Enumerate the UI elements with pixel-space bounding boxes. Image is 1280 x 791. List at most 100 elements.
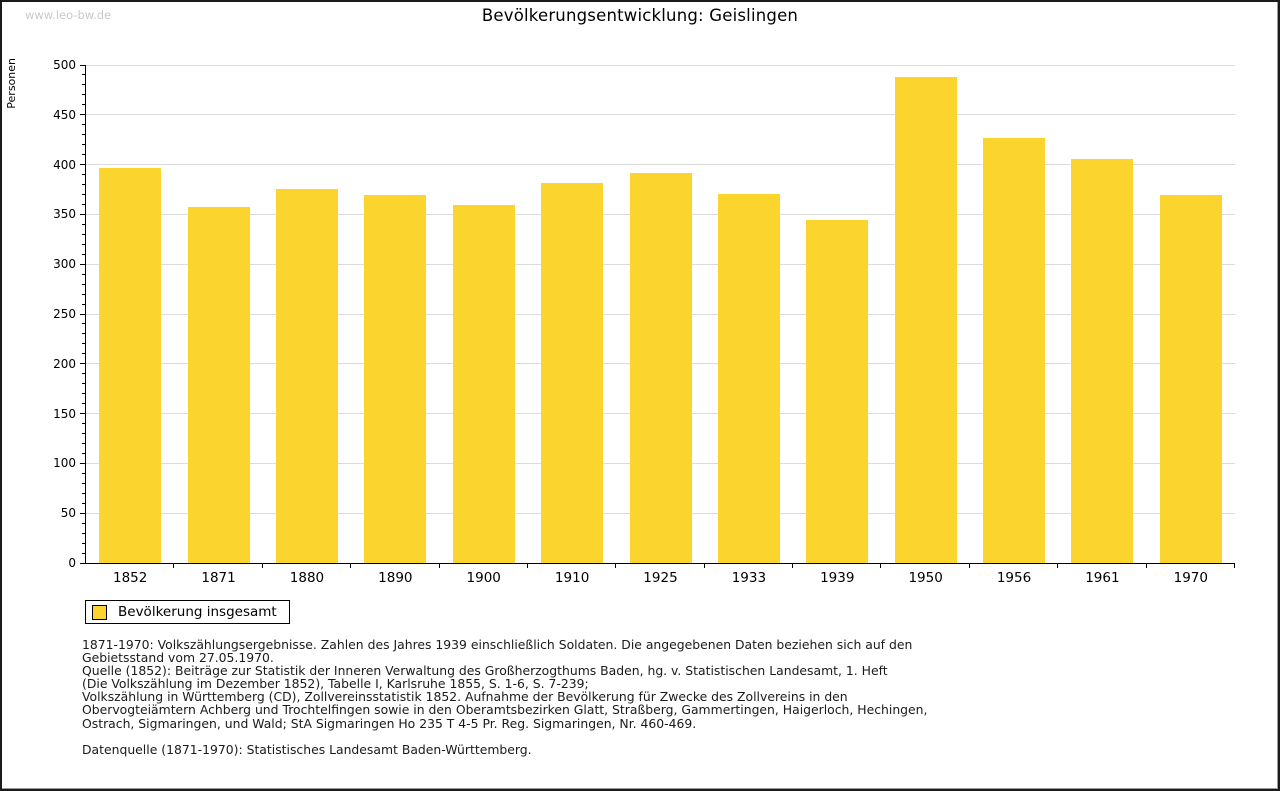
x-label-1900: 1900 — [466, 570, 501, 586]
y-minor-tick-230 — [82, 333, 86, 335]
y-minor-tick-360 — [82, 203, 86, 205]
footnote-line: (Die Volkszählung im Dezember 1852), Tab… — [82, 676, 589, 692]
x-label-1961: 1961 — [1085, 570, 1120, 586]
y-minor-tick-20 — [82, 542, 86, 544]
x-tick-7 — [703, 563, 705, 568]
footnote-block: 1871-1970: Volkszählungsergebnisse. Zahl… — [82, 638, 927, 730]
footnote-line: Quelle (1852): Beiträge zur Statistik de… — [82, 663, 888, 679]
y-minor-tick-10 — [82, 552, 86, 554]
gridline-400 — [86, 164, 1235, 166]
y-minor-tick-340 — [82, 223, 86, 225]
gridline-500 — [86, 64, 1235, 66]
x-label-1956: 1956 — [996, 570, 1032, 586]
datasource-line: Datenquelle (1871-1970): Statistisches L… — [82, 742, 532, 757]
y-minor-tick-390 — [82, 174, 86, 176]
x-label-1933: 1933 — [731, 570, 767, 586]
y-tick-label-200: 200 — [53, 356, 76, 371]
y-minor-tick-470 — [82, 94, 86, 96]
x-label-1852: 1852 — [113, 570, 148, 586]
y-tick-50 — [80, 512, 86, 514]
y-tick-label-450: 450 — [53, 107, 76, 122]
x-label-1880: 1880 — [289, 570, 325, 586]
y-tick-label-0: 0 — [68, 556, 76, 570]
y-minor-tick-280 — [82, 283, 86, 285]
y-minor-tick-160 — [82, 403, 86, 405]
x-tick-8 — [792, 563, 794, 568]
x-label-1925: 1925 — [643, 570, 678, 586]
y-minor-tick-210 — [82, 353, 86, 355]
y-minor-tick-430 — [82, 134, 86, 136]
y-tick-label-100: 100 — [53, 456, 76, 471]
x-tick-6 — [615, 563, 617, 568]
gridline-450 — [86, 114, 1235, 116]
y-minor-tick-60 — [82, 502, 86, 504]
x-tick-10 — [968, 563, 970, 568]
y-minor-tick-220 — [82, 343, 86, 345]
y-minor-tick-240 — [82, 323, 86, 325]
bar-1961 — [1071, 159, 1134, 563]
y-tick-100 — [80, 462, 86, 464]
y-minor-tick-170 — [82, 393, 86, 395]
y-tick-label-150: 150 — [53, 406, 76, 421]
x-label-1970: 1970 — [1173, 570, 1208, 586]
x-tick-4 — [438, 563, 440, 568]
x-tick-3 — [350, 563, 352, 568]
y-minor-tick-410 — [82, 154, 86, 156]
footnote-line: Gebietsstand vom 27.05.1970. — [82, 650, 274, 666]
y-tick-label-250: 250 — [53, 307, 76, 321]
bar-1871 — [187, 207, 250, 563]
y-minor-tick-330 — [82, 233, 86, 235]
y-minor-tick-260 — [82, 303, 86, 305]
x-tick-12 — [1145, 563, 1147, 568]
x-tick-9 — [880, 563, 882, 568]
bar-1939 — [806, 220, 869, 563]
footnote-line: Obervogteiämtern Achberg und Trochtelfin… — [82, 702, 928, 718]
y-minor-tick-90 — [82, 472, 86, 474]
y-minor-tick-290 — [82, 273, 86, 275]
bar-1890 — [364, 195, 427, 563]
y-tick-350 — [80, 213, 86, 215]
y-minor-tick-480 — [82, 84, 86, 86]
y-minor-tick-30 — [82, 532, 86, 534]
bar-1852 — [99, 168, 162, 563]
bar-1956 — [983, 138, 1046, 563]
y-minor-tick-120 — [82, 442, 86, 444]
x-label-1939: 1939 — [820, 570, 855, 586]
y-tick-500 — [80, 64, 86, 66]
bar-1900 — [452, 205, 515, 563]
y-minor-tick-180 — [82, 383, 86, 385]
x-tick-11 — [1057, 563, 1059, 568]
x-tick-1 — [173, 563, 175, 568]
legend-label: Bevölkerung insgesamt — [118, 604, 277, 620]
y-tick-label-400: 400 — [53, 157, 76, 172]
bar-1950 — [894, 77, 957, 563]
x-label-1910: 1910 — [554, 570, 590, 586]
y-tick-300 — [80, 263, 86, 265]
x-label-1871: 1871 — [201, 570, 236, 586]
legend: Bevölkerung insgesamt — [85, 600, 290, 624]
y-tick-label-50: 50 — [60, 506, 76, 521]
y-tick-250 — [80, 313, 86, 315]
x-tick-5 — [526, 563, 528, 568]
y-tick-label-500: 500 — [53, 58, 76, 72]
x-label-1950: 1950 — [908, 570, 943, 586]
y-minor-tick-190 — [82, 373, 86, 375]
y-minor-tick-460 — [82, 104, 86, 106]
bar-1880 — [275, 189, 338, 563]
bar-1970 — [1159, 195, 1222, 563]
x-label-1890: 1890 — [378, 570, 413, 586]
y-tick-400 — [80, 164, 86, 166]
bar-1933 — [717, 194, 780, 563]
y-minor-tick-490 — [82, 74, 86, 76]
y-axis-label: Personen — [5, 58, 18, 109]
y-tick-450 — [80, 114, 86, 116]
y-minor-tick-130 — [82, 433, 86, 435]
y-minor-tick-310 — [82, 253, 86, 255]
legend-color-swatch — [92, 604, 107, 620]
y-minor-tick-80 — [82, 482, 86, 484]
y-tick-label-300: 300 — [53, 257, 76, 272]
y-minor-tick-140 — [82, 423, 86, 425]
y-minor-tick-70 — [82, 492, 86, 494]
footnote-line: Ostrach, Sigmaringen, und Wald; StA Sigm… — [82, 715, 697, 731]
